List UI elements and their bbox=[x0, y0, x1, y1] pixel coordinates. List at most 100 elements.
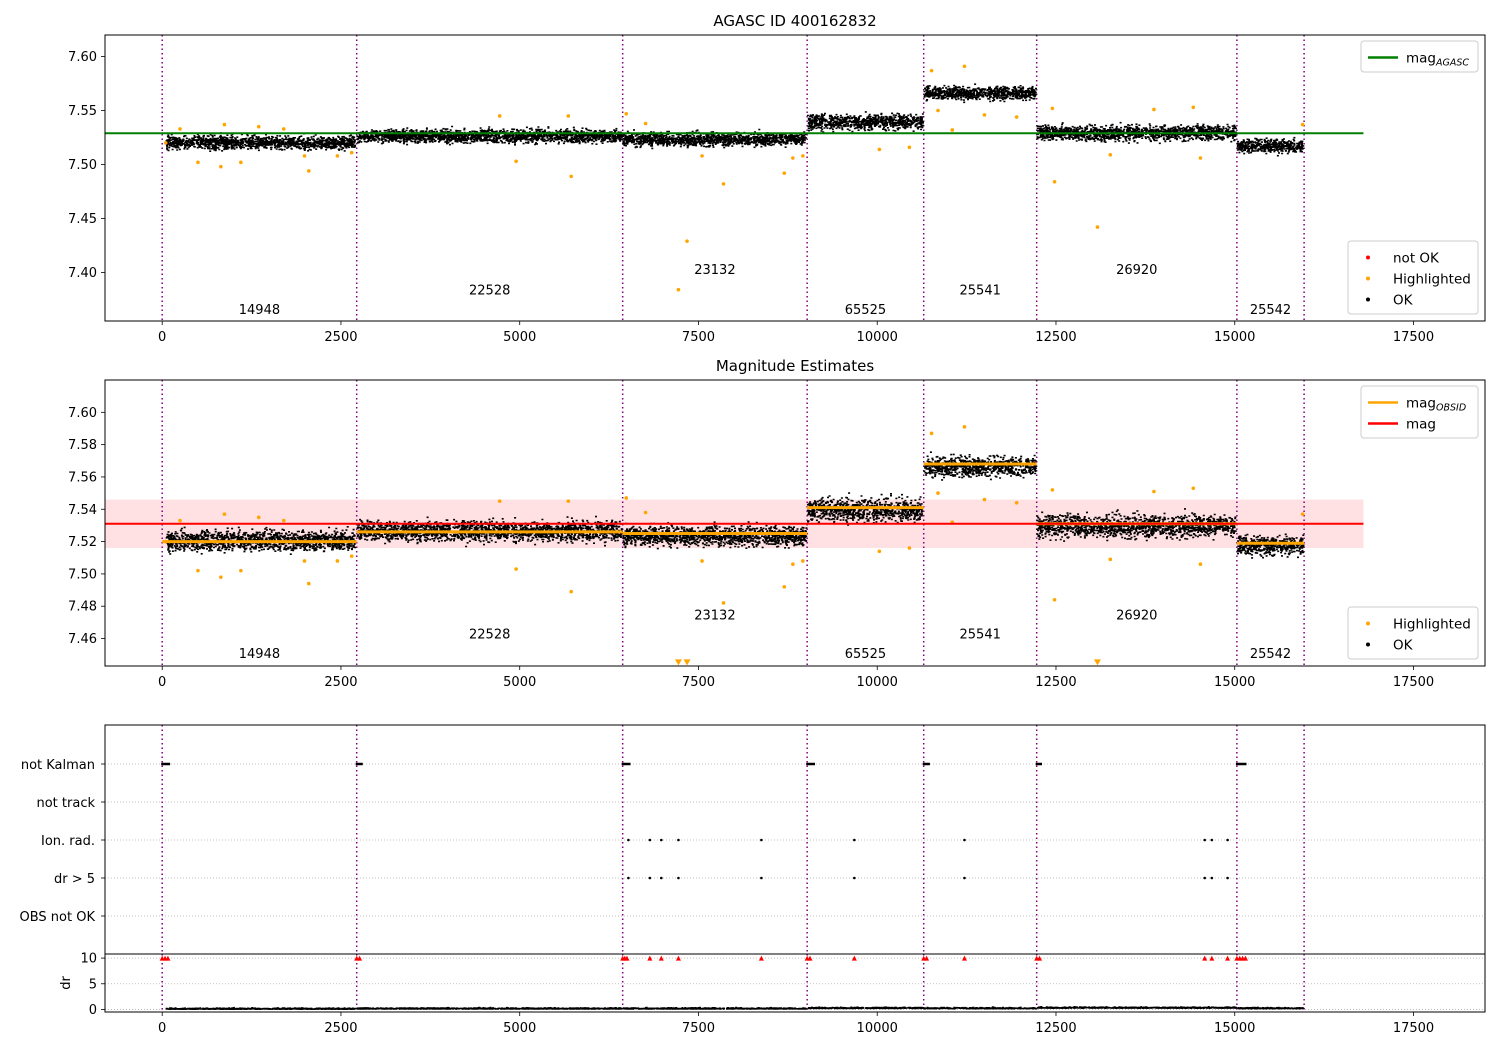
dr-flag bbox=[1210, 876, 1214, 880]
dr-flag bbox=[1226, 876, 1229, 880]
dr-clipped-marker bbox=[357, 955, 363, 961]
x-tick-label: 2500 bbox=[324, 330, 357, 345]
legend-label: Highlighted bbox=[1393, 272, 1471, 288]
highlighted-point bbox=[302, 559, 307, 563]
ok-points bbox=[923, 451, 1037, 481]
y-tick-label: 7.58 bbox=[68, 438, 97, 453]
legend-label: OK bbox=[1393, 638, 1414, 654]
dr-clipped-marker bbox=[758, 955, 764, 961]
legend-box bbox=[1347, 240, 1479, 315]
legend-label: OK bbox=[1393, 293, 1414, 309]
highlighted-point bbox=[1198, 156, 1203, 160]
dr-clipped-marker bbox=[924, 955, 930, 961]
highlighted-point bbox=[1198, 562, 1203, 567]
x-tick-label: 2500 bbox=[324, 675, 357, 690]
legend-label: magAGASC bbox=[1406, 51, 1469, 69]
dr-axis-label: dr bbox=[59, 976, 74, 990]
y-tick-label: 7.56 bbox=[68, 470, 97, 485]
dr-clipped-marker bbox=[1209, 955, 1215, 961]
flag-row-label: dr > 5 bbox=[54, 872, 95, 887]
dr-panel: 0 2500 5000 7500 10000 12500 15000 17500 0 5 10 dr bbox=[59, 952, 1486, 1036]
highlighted-point bbox=[982, 113, 987, 117]
x-tick-label: 15000 bbox=[1214, 330, 1255, 345]
dr-points bbox=[807, 1006, 924, 1010]
not-kalman-flag bbox=[1235, 762, 1247, 766]
axes-frame bbox=[104, 953, 1486, 1013]
dr-points bbox=[1036, 1006, 1237, 1009]
legend: not OK Highlighted OK bbox=[1347, 240, 1479, 315]
legend-dot-swatch bbox=[1366, 642, 1370, 647]
ok-points bbox=[1236, 136, 1305, 157]
highlighted-point bbox=[163, 141, 168, 145]
not-kalman-flag bbox=[355, 762, 363, 766]
dr-clipped-marker bbox=[165, 955, 171, 961]
highlighted-point bbox=[643, 121, 648, 126]
highlighted-point bbox=[219, 164, 223, 169]
highlighted-point bbox=[497, 114, 502, 118]
legend-label-main: Highlighted bbox=[1393, 272, 1471, 288]
highlighted-point bbox=[624, 111, 629, 116]
flag-row-label: not Kalman bbox=[21, 758, 95, 773]
legend-label: not OK bbox=[1393, 251, 1440, 267]
out-of-range-marker bbox=[1093, 659, 1101, 666]
highlighted-point bbox=[1050, 488, 1055, 492]
highlighted-point bbox=[335, 154, 340, 158]
chart-title: AGASC ID 400162832 bbox=[713, 12, 876, 30]
highlighted-point bbox=[239, 568, 243, 573]
x-tick-label: 5000 bbox=[503, 330, 536, 345]
y-tick-label: 7.46 bbox=[68, 632, 97, 647]
legend-label-main: OK bbox=[1393, 638, 1414, 654]
dr-flag bbox=[659, 876, 663, 880]
highlighted-point bbox=[1052, 179, 1057, 184]
not-kalman-flag bbox=[806, 762, 815, 766]
ion-rad-flag bbox=[1210, 838, 1214, 842]
highlighted-point bbox=[302, 154, 307, 158]
y-tick-label: 10 bbox=[80, 952, 97, 967]
legend-box bbox=[1347, 606, 1479, 660]
highlighted-point bbox=[222, 122, 227, 127]
dr-points bbox=[923, 1006, 1037, 1010]
highlighted-point bbox=[196, 160, 200, 165]
plot-area: 14948 22528 23132 65525 25541 26920 25542 bbox=[105, 380, 1364, 666]
magnitude-estimates-panel: 14948 22528 23132 65525 25541 26920 25542 0 2500… bbox=[68, 357, 1486, 690]
highlighted-point bbox=[929, 431, 934, 436]
legend: Highlighted OK bbox=[1347, 606, 1479, 660]
dr-clipped-marker bbox=[624, 955, 630, 961]
obsid-label: 25542 bbox=[1250, 647, 1291, 662]
not-kalman-flag bbox=[1035, 762, 1042, 766]
x-tick-label: 5000 bbox=[503, 675, 536, 690]
highlighted-point bbox=[196, 568, 200, 573]
y-tick-label: 0 bbox=[89, 1003, 97, 1018]
highlighted-point bbox=[801, 154, 805, 158]
highlighted-point bbox=[907, 546, 912, 550]
x-tick-label: 12500 bbox=[1035, 1021, 1076, 1036]
highlighted-point bbox=[950, 128, 955, 132]
dr-flag bbox=[677, 876, 680, 880]
x-tick-label: 12500 bbox=[1035, 330, 1076, 345]
dr-clipped-marker bbox=[658, 955, 664, 961]
ok-points bbox=[1036, 508, 1237, 542]
obsid-label: 26920 bbox=[1116, 263, 1157, 278]
ion-rad-flag bbox=[760, 838, 763, 842]
ion-rad-flag bbox=[648, 838, 652, 842]
highlighted-point bbox=[1108, 152, 1113, 157]
y-tick-label: 7.40 bbox=[68, 266, 97, 281]
not-kalman-flag bbox=[161, 762, 171, 766]
dr-points bbox=[165, 1006, 357, 1010]
highlighted-point bbox=[306, 169, 311, 173]
legend-label-main: OK bbox=[1393, 293, 1414, 309]
y-tick-label: 7.55 bbox=[68, 104, 97, 119]
dr-flag bbox=[853, 876, 856, 880]
dr-points bbox=[356, 1006, 623, 1010]
dr-clipped-marker bbox=[647, 955, 653, 961]
y-tick-label: 7.48 bbox=[68, 600, 97, 615]
highlighted-point bbox=[982, 497, 987, 502]
x-tick-label: 5000 bbox=[503, 1021, 536, 1036]
highlighted-point bbox=[178, 127, 182, 131]
y-tick-label: 7.54 bbox=[68, 503, 97, 518]
highlighted-point bbox=[936, 108, 940, 113]
ion-rad-flag bbox=[677, 838, 680, 842]
flag-row-label: not track bbox=[36, 796, 95, 811]
dr-points bbox=[1237, 1006, 1305, 1010]
highlighted-point bbox=[566, 114, 571, 118]
